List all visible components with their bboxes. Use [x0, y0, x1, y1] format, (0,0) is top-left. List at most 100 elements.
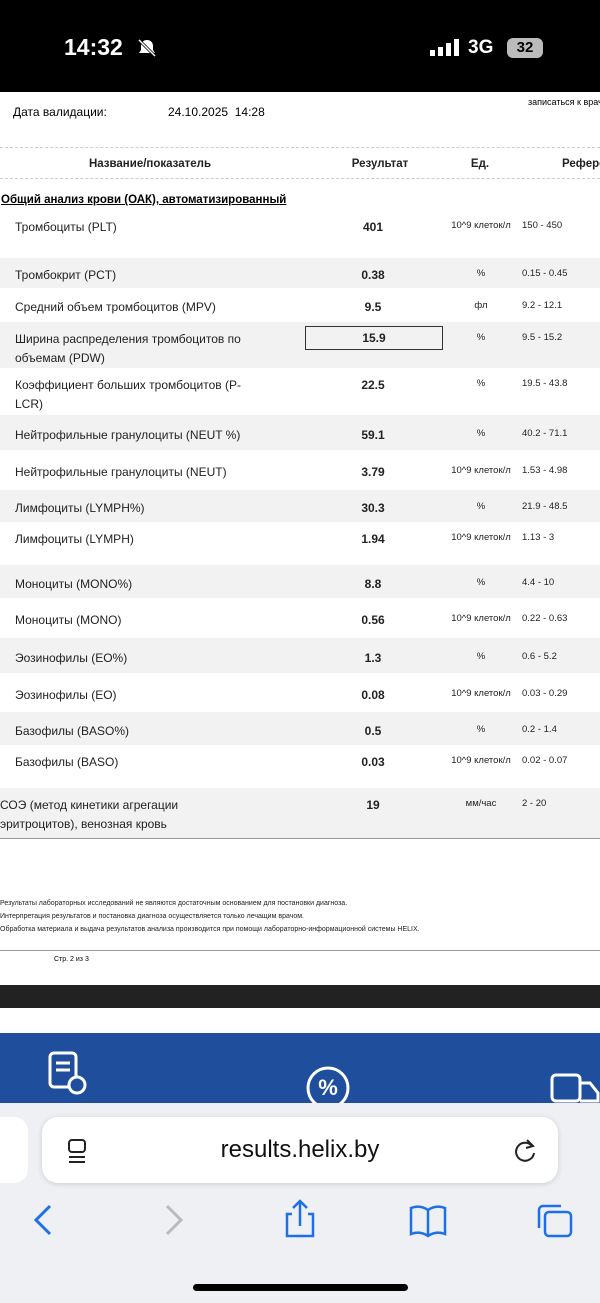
- unit: %: [476, 577, 486, 588]
- result: 0.5: [364, 724, 382, 738]
- result: 1.3: [364, 651, 382, 665]
- test-name: Моноциты (MONO%): [15, 577, 133, 591]
- result: 8.8: [364, 577, 382, 591]
- viewer-bar: [0, 985, 600, 1008]
- header-unit: Ед.: [470, 158, 490, 170]
- test-name: Нейтрофильные гранулоциты (NEUT %): [15, 428, 241, 442]
- reference: 0.02 - 0.07: [522, 755, 568, 766]
- reference: 0.22 - 0.63: [522, 613, 568, 624]
- reference: 1.53 - 4.98: [522, 465, 568, 476]
- reference: 0.15 - 0.45: [522, 268, 568, 279]
- validation-date: 24.10.2025 14:28: [168, 105, 265, 119]
- result: 0.56: [361, 613, 385, 627]
- back-button[interactable]: [33, 1204, 52, 1236]
- signal-icon: [430, 39, 459, 56]
- table-row: Базофилы (BASO%) 0.5% 0.2 - 1.4: [0, 712, 600, 745]
- battery: 32: [507, 38, 543, 58]
- reference: 9.5 - 15.2: [522, 332, 563, 343]
- app-bar: %: [0, 1033, 600, 1113]
- result: 9.5: [364, 300, 382, 314]
- divider: [0, 838, 600, 839]
- reference: 40.2 - 71.1: [522, 428, 568, 439]
- result: 0.08: [361, 688, 385, 702]
- unit: 10^9 клеток/л: [451, 532, 511, 543]
- header-name: Название/показатель: [88, 158, 212, 170]
- section-title: Общий анализ крови (ОАК), автоматизирова…: [1, 194, 287, 206]
- validation-label: Дата валидации:: [13, 105, 107, 119]
- test-name: Средний объем тромбоцитов (MPV): [15, 300, 216, 314]
- unit: %: [476, 378, 486, 389]
- note: Обработка материала и выдача результатов…: [0, 926, 420, 933]
- result: 0.03: [361, 755, 385, 769]
- test-name: Тромбоциты (PLT): [15, 220, 117, 234]
- reload-icon[interactable]: [512, 1138, 538, 1164]
- table-row: Лимфоциты (LYMPH%) 30.3% 21.9 - 48.5: [0, 490, 600, 522]
- reference: 150 - 450: [522, 220, 563, 231]
- test-name: Нейтрофильные гранулоциты (NEUT): [15, 465, 227, 479]
- unit: 10^9 клеток/л: [451, 465, 511, 476]
- unit: 10^9 клеток/л: [451, 755, 511, 766]
- table-row: Ширина распределения тромбоцитов по объе…: [0, 322, 600, 368]
- share-button[interactable]: [285, 1199, 315, 1238]
- tabs-button[interactable]: [537, 1204, 573, 1238]
- table-row: Средний объем тромбоцитов (MPV) 9.5 фл 9.2 …: [0, 288, 600, 322]
- table-row: Лимфоциты (LYMPH) 1.94 10^9 клеток/л 1.13 -…: [0, 522, 600, 565]
- reference: 19.5 - 43.8: [522, 378, 568, 389]
- test-name: Ширина распределения тромбоцитов по объе…: [15, 332, 241, 365]
- prev-tab[interactable]: [0, 1117, 28, 1183]
- test-name: Коэффициент больших тромбоцитов (P-LCR): [15, 378, 241, 411]
- home-indicator: [193, 1284, 408, 1291]
- divider: [0, 178, 600, 179]
- table-row: Моноциты (MONO) 0.56 10^9 клеток/л 0.22 - 0…: [0, 598, 600, 638]
- reference: 21.9 - 48.5: [522, 501, 568, 512]
- results-icon[interactable]: [48, 1051, 88, 1095]
- unit: 10^9 клеток/л: [451, 220, 511, 231]
- url-bar[interactable]: results.helix.by: [42, 1117, 558, 1183]
- test-name: Эозинофилы (EO%): [15, 651, 128, 665]
- table-row: Тромбоциты (PLT) 401 10^9 клеток/л 150 - 45…: [0, 210, 600, 258]
- test-name: СОЭ (метод кинетики агрегации эритроцито…: [0, 798, 179, 831]
- delivery-icon[interactable]: [550, 1073, 600, 1113]
- header-result: Результат: [351, 158, 409, 170]
- note: Результаты лабораторных исследований не …: [0, 900, 348, 907]
- page-number: Стр. 2 из 3: [54, 956, 89, 963]
- unit: %: [476, 651, 486, 662]
- unit: %: [476, 724, 486, 735]
- bell-off-icon: [137, 38, 157, 58]
- table-row: Эозинофилы (EO) 0.08 10^9 клеток/л 0.03 - 0…: [0, 673, 600, 712]
- unit: 10^9 клеток/л: [451, 688, 511, 699]
- test-name: Лимфоциты (LYMPH): [15, 532, 134, 546]
- page-menu-icon[interactable]: [66, 1138, 90, 1164]
- test-name: Моноциты (MONO): [15, 613, 122, 627]
- url[interactable]: results.helix.by: [220, 1136, 380, 1163]
- test-name: Лимфоциты (LYMPH%): [15, 501, 145, 515]
- forward-button[interactable]: [165, 1204, 184, 1236]
- divider: [0, 147, 600, 148]
- result: 3.79: [361, 465, 385, 479]
- header-reference: Референсные значения: [562, 158, 600, 170]
- result: 15.9: [305, 326, 443, 350]
- table-row: Эозинофилы (EO%) 1.3% 0.6 - 5.2: [0, 638, 600, 673]
- unit: мм/час: [465, 798, 497, 809]
- result: 401: [362, 220, 384, 234]
- test-name: Тромбокрит (PCT): [15, 268, 117, 282]
- result: 30.3: [361, 501, 385, 515]
- svg-text:%: %: [318, 1075, 338, 1100]
- result: 22.5: [361, 378, 385, 392]
- result: 0.38: [361, 268, 385, 282]
- reference: 4.4 - 10: [522, 577, 555, 588]
- nav-icons: [33, 1199, 573, 1238]
- unit: %: [476, 501, 486, 512]
- test-name: Базофилы (BASO%): [15, 724, 129, 738]
- unit: 10^9 клеток/л: [451, 613, 511, 624]
- test-name: Базофилы (BASO): [15, 755, 119, 769]
- unit: %: [476, 428, 486, 439]
- result: 59.1: [361, 428, 385, 442]
- table-row: СОЭ (метод кинетики агрегации эритроцито…: [0, 788, 600, 838]
- test-name: Эозинофилы (EO): [15, 688, 117, 702]
- unit: %: [476, 332, 486, 343]
- unit: фл: [474, 300, 488, 311]
- bookmarks-button[interactable]: [409, 1205, 447, 1238]
- browser-toolbar: results.helix.by: [0, 1103, 600, 1303]
